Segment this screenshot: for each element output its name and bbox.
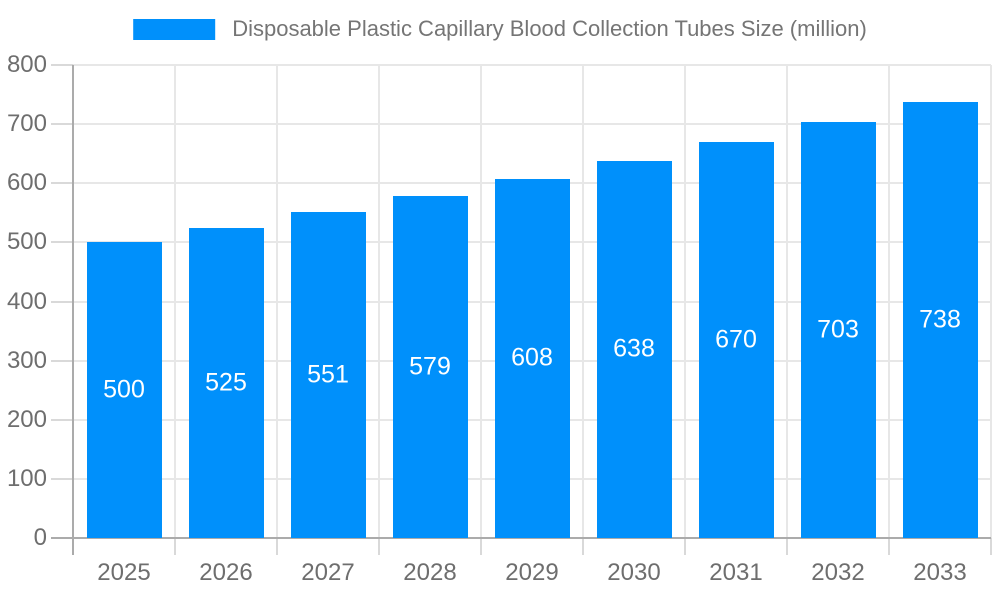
bar[interactable] xyxy=(392,195,468,538)
x-gridline xyxy=(276,65,278,538)
x-tick xyxy=(684,538,686,555)
x-tick-label: 2029 xyxy=(505,559,559,586)
bar-value-label: 608 xyxy=(511,343,553,372)
bar[interactable] xyxy=(698,141,774,538)
x-gridline xyxy=(684,65,686,538)
bar[interactable] xyxy=(902,101,978,538)
x-gridline xyxy=(990,65,992,538)
y-tick xyxy=(51,359,73,362)
x-tick xyxy=(480,538,482,555)
bar[interactable] xyxy=(86,242,162,538)
bar-value-label: 500 xyxy=(103,375,145,404)
y-tick xyxy=(51,64,73,66)
y-tick-label: 100 xyxy=(6,464,47,492)
bar-value-label: 738 xyxy=(919,305,961,334)
x-tick xyxy=(582,538,584,555)
x-gridline xyxy=(480,65,482,538)
bar-value-label: 551 xyxy=(307,360,349,389)
y-tick-label: 600 xyxy=(6,169,47,197)
legend-swatch-icon xyxy=(133,18,216,40)
y-tick-label: 0 xyxy=(33,524,47,551)
x-tick-label: 2033 xyxy=(913,559,967,586)
x-tick-label: 2028 xyxy=(403,559,457,586)
y-tick-label: 500 xyxy=(6,228,47,256)
x-tick xyxy=(990,538,992,555)
y-gridline xyxy=(73,123,991,126)
x-axis-line xyxy=(51,537,991,539)
y-tick-label: 700 xyxy=(6,110,47,138)
x-tick xyxy=(276,538,278,555)
y-tick-label: 300 xyxy=(6,346,47,374)
x-gridline xyxy=(378,65,380,538)
x-gridline xyxy=(582,65,584,538)
bar-value-label: 638 xyxy=(613,334,655,363)
x-gridline xyxy=(174,65,176,538)
x-tick-label: 2031 xyxy=(709,559,763,586)
bar-value-label: 579 xyxy=(409,352,451,381)
y-tick-label: 800 xyxy=(6,51,47,78)
x-tick xyxy=(174,538,176,555)
bar[interactable] xyxy=(290,212,366,538)
x-tick xyxy=(378,538,380,555)
y-axis-line xyxy=(72,65,74,555)
x-tick-label: 2025 xyxy=(97,559,151,586)
x-tick-label: 2032 xyxy=(811,559,865,586)
y-tick xyxy=(51,418,73,421)
x-tick xyxy=(888,538,890,555)
bar-value-label: 703 xyxy=(817,315,859,344)
x-tick-label: 2026 xyxy=(199,559,253,586)
y-tick-label: 200 xyxy=(6,405,47,433)
y-tick xyxy=(51,300,73,303)
legend-label: Disposable Plastic Capillary Blood Colle… xyxy=(232,16,867,41)
y-tick-label: 400 xyxy=(6,287,47,315)
x-tick xyxy=(786,538,788,555)
x-tick-label: 2027 xyxy=(301,559,355,586)
bar-value-label: 670 xyxy=(715,325,757,354)
x-tick-label: 2030 xyxy=(607,559,661,586)
y-tick xyxy=(51,477,73,480)
bar[interactable] xyxy=(596,160,672,538)
x-gridline xyxy=(786,65,788,538)
bar-value-label: 525 xyxy=(205,368,247,397)
bar[interactable] xyxy=(800,122,876,538)
x-gridline xyxy=(888,65,890,538)
y-tick xyxy=(51,241,73,244)
y-gridline xyxy=(73,64,991,66)
y-tick xyxy=(51,182,73,185)
y-tick xyxy=(51,123,73,126)
bar[interactable] xyxy=(188,227,264,538)
legend[interactable]: Disposable Plastic Capillary Blood Colle… xyxy=(133,16,867,42)
bar[interactable] xyxy=(494,178,570,538)
